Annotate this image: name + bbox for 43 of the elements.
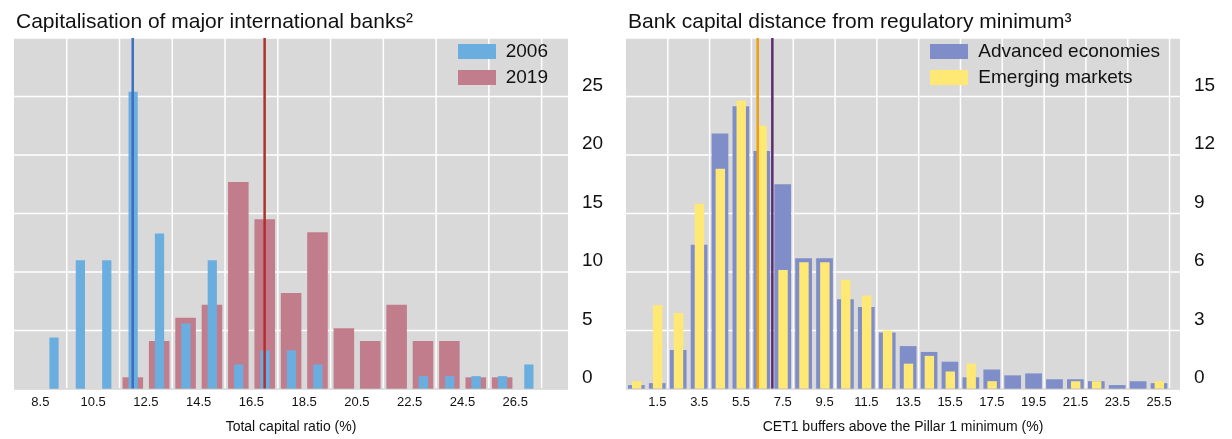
y-tick-label: 15 [582, 190, 604, 212]
x-tick-label: 17.5 [979, 394, 1005, 410]
x-tick-label: 7.5 [773, 394, 792, 410]
y-tick-label: 0 [1194, 366, 1205, 387]
x-tick-label: 8.5 [31, 394, 50, 410]
x-tick-label: 13.5 [895, 394, 921, 410]
x-tick-label: 19.5 [1021, 394, 1047, 410]
x-tick-label: 22.5 [397, 394, 423, 410]
x-tick-label: 12.5 [133, 394, 159, 410]
chart-title: Capitalisation of major international banks² [15, 8, 414, 34]
x-tick-label: 1.5 [648, 394, 667, 410]
x-tick-label: 3.5 [690, 394, 709, 410]
y-tick-label: 9 [1194, 190, 1205, 212]
y-tick-label: 5 [582, 307, 593, 329]
x-axis-title: CET1 buffers above the Pillar 1 minimum (%) [762, 418, 1044, 434]
x-tick-label: 24.5 [449, 394, 476, 410]
legend-label: 2019 [505, 65, 548, 89]
x-axis-title: Total capital ratio (%) [225, 418, 357, 434]
y-tick-label: 10 [582, 249, 604, 270]
x-tick-label: 15.5 [937, 394, 963, 410]
x-tick-label: 9.5 [815, 394, 834, 410]
x-tick-label: 21.5 [1062, 394, 1089, 410]
x-tick-label: 25.5 [1146, 394, 1172, 410]
x-tick-label: 18.5 [291, 394, 317, 410]
y-tick-label: 3 [1194, 307, 1205, 329]
x-tick-label: 10.5 [80, 394, 106, 410]
y-tick-label: 15 [1194, 73, 1216, 95]
x-tick-label: 11.5 [854, 394, 879, 410]
y-tick-label: 25 [582, 73, 604, 95]
x-tick-label: 5.5 [731, 394, 751, 410]
y-tick-label: 20 [582, 132, 604, 153]
chart-title: Bank capital distance from regulatory minimum³ [627, 8, 1073, 34]
x-tick-label: 26.5 [502, 394, 528, 410]
y-tick-label: 12 [1194, 132, 1216, 153]
legend-label: 2006 [505, 39, 548, 63]
x-tick-label: 20.5 [344, 394, 370, 410]
legend-label: Advanced economies [978, 39, 1160, 63]
legend-label: Emerging markets [978, 65, 1133, 89]
x-tick-label: 23.5 [1104, 394, 1130, 410]
x-tick-label: 14.5 [186, 394, 212, 410]
y-tick-label: 0 [582, 366, 593, 387]
x-tick-label: 16.5 [238, 394, 265, 410]
y-tick-label: 6 [1194, 249, 1205, 270]
